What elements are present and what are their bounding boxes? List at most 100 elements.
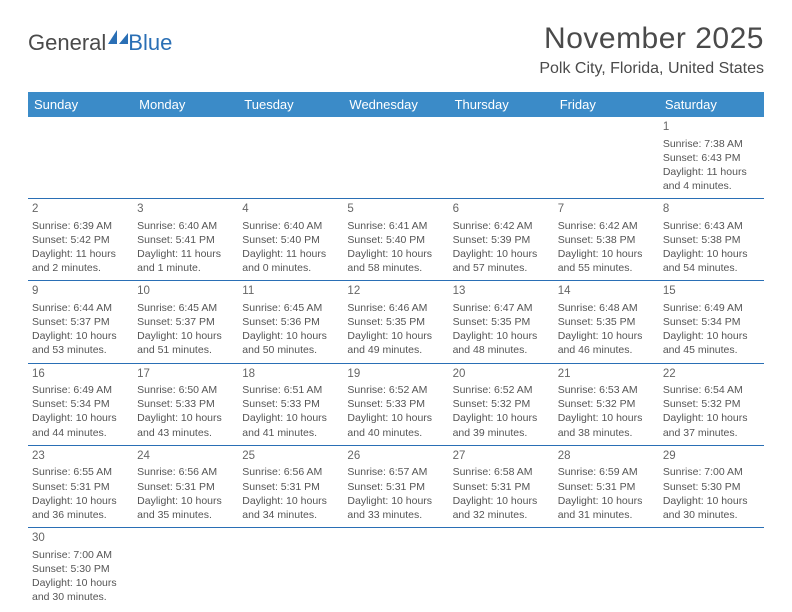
empty-cell — [554, 528, 659, 610]
day-number: 25 — [242, 449, 339, 465]
day-number: 30 — [32, 531, 129, 547]
day2-text: and 34 minutes. — [242, 508, 339, 522]
sunset-text: Sunset: 6:43 PM — [663, 151, 760, 165]
sunrise-text: Sunrise: 7:00 AM — [32, 548, 129, 562]
calendar-row: 9Sunrise: 6:44 AMSunset: 5:37 PMDaylight… — [28, 281, 764, 363]
sunrise-text: Sunrise: 6:49 AM — [32, 383, 129, 397]
day-number: 23 — [32, 449, 129, 465]
sunrise-text: Sunrise: 6:55 AM — [32, 465, 129, 479]
day2-text: and 39 minutes. — [453, 426, 550, 440]
day-cell: 22Sunrise: 6:54 AMSunset: 5:32 PMDayligh… — [659, 363, 764, 445]
day-cell: 4Sunrise: 6:40 AMSunset: 5:40 PMDaylight… — [238, 199, 343, 281]
empty-cell — [238, 528, 343, 610]
day-cell: 7Sunrise: 6:42 AMSunset: 5:38 PMDaylight… — [554, 199, 659, 281]
calendar-row: 16Sunrise: 6:49 AMSunset: 5:34 PMDayligh… — [28, 363, 764, 445]
sunrise-text: Sunrise: 6:49 AM — [663, 301, 760, 315]
day2-text: and 44 minutes. — [32, 426, 129, 440]
day-cell: 11Sunrise: 6:45 AMSunset: 5:36 PMDayligh… — [238, 281, 343, 363]
day2-text: and 35 minutes. — [137, 508, 234, 522]
calendar-row: 30Sunrise: 7:00 AMSunset: 5:30 PMDayligh… — [28, 528, 764, 610]
day-cell: 3Sunrise: 6:40 AMSunset: 5:41 PMDaylight… — [133, 199, 238, 281]
day1-text: Daylight: 10 hours — [347, 329, 444, 343]
day1-text: Daylight: 10 hours — [663, 494, 760, 508]
sunset-text: Sunset: 5:33 PM — [137, 397, 234, 411]
day1-text: Daylight: 10 hours — [663, 247, 760, 261]
day-cell: 29Sunrise: 7:00 AMSunset: 5:30 PMDayligh… — [659, 445, 764, 527]
day-cell: 26Sunrise: 6:57 AMSunset: 5:31 PMDayligh… — [343, 445, 448, 527]
day-number: 6 — [453, 202, 550, 218]
day-cell: 24Sunrise: 6:56 AMSunset: 5:31 PMDayligh… — [133, 445, 238, 527]
day-number: 15 — [663, 284, 760, 300]
sunset-text: Sunset: 5:31 PM — [32, 480, 129, 494]
day1-text: Daylight: 10 hours — [347, 494, 444, 508]
sunset-text: Sunset: 5:31 PM — [453, 480, 550, 494]
day-number: 8 — [663, 202, 760, 218]
day-number: 9 — [32, 284, 129, 300]
sunrise-text: Sunrise: 6:53 AM — [558, 383, 655, 397]
sunrise-text: Sunrise: 7:00 AM — [663, 465, 760, 479]
day1-text: Daylight: 10 hours — [663, 329, 760, 343]
day1-text: Daylight: 10 hours — [137, 494, 234, 508]
empty-cell — [659, 528, 764, 610]
day2-text: and 2 minutes. — [32, 261, 129, 275]
day1-text: Daylight: 11 hours — [663, 165, 760, 179]
day2-text: and 32 minutes. — [453, 508, 550, 522]
empty-cell — [343, 117, 448, 199]
logo-text-b: Blue — [128, 30, 172, 56]
day-cell: 13Sunrise: 6:47 AMSunset: 5:35 PMDayligh… — [449, 281, 554, 363]
sunrise-text: Sunrise: 6:51 AM — [242, 383, 339, 397]
day1-text: Daylight: 11 hours — [242, 247, 339, 261]
sunrise-text: Sunrise: 6:56 AM — [242, 465, 339, 479]
day-cell: 20Sunrise: 6:52 AMSunset: 5:32 PMDayligh… — [449, 363, 554, 445]
logo-text-a: General — [28, 30, 106, 56]
location-subtitle: Polk City, Florida, United States — [539, 60, 764, 78]
sunset-text: Sunset: 5:33 PM — [242, 397, 339, 411]
day1-text: Daylight: 10 hours — [347, 411, 444, 425]
day2-text: and 55 minutes. — [558, 261, 655, 275]
day2-text: and 48 minutes. — [453, 343, 550, 357]
day-cell: 9Sunrise: 6:44 AMSunset: 5:37 PMDaylight… — [28, 281, 133, 363]
day-number: 4 — [242, 202, 339, 218]
day1-text: Daylight: 10 hours — [558, 329, 655, 343]
day-number: 24 — [137, 449, 234, 465]
day-number: 7 — [558, 202, 655, 218]
day-cell: 27Sunrise: 6:58 AMSunset: 5:31 PMDayligh… — [449, 445, 554, 527]
sunset-text: Sunset: 5:34 PM — [663, 315, 760, 329]
day2-text: and 4 minutes. — [663, 179, 760, 193]
sunrise-text: Sunrise: 6:52 AM — [453, 383, 550, 397]
weekday-header: Friday — [554, 92, 659, 117]
day1-text: Daylight: 10 hours — [453, 494, 550, 508]
day-number: 10 — [137, 284, 234, 300]
day-cell: 25Sunrise: 6:56 AMSunset: 5:31 PMDayligh… — [238, 445, 343, 527]
sunset-text: Sunset: 5:35 PM — [453, 315, 550, 329]
day-cell: 5Sunrise: 6:41 AMSunset: 5:40 PMDaylight… — [343, 199, 448, 281]
day-cell: 1Sunrise: 7:38 AMSunset: 6:43 PMDaylight… — [659, 117, 764, 199]
day-cell: 17Sunrise: 6:50 AMSunset: 5:33 PMDayligh… — [133, 363, 238, 445]
sunset-text: Sunset: 5:34 PM — [32, 397, 129, 411]
day1-text: Daylight: 10 hours — [347, 247, 444, 261]
weekday-header-row: Sunday Monday Tuesday Wednesday Thursday… — [28, 92, 764, 117]
day-number: 29 — [663, 449, 760, 465]
day-number: 11 — [242, 284, 339, 300]
empty-cell — [238, 117, 343, 199]
sunrise-text: Sunrise: 6:59 AM — [558, 465, 655, 479]
sunrise-text: Sunrise: 6:56 AM — [137, 465, 234, 479]
day-number: 27 — [453, 449, 550, 465]
day-cell: 8Sunrise: 6:43 AMSunset: 5:38 PMDaylight… — [659, 199, 764, 281]
sunset-text: Sunset: 5:33 PM — [347, 397, 444, 411]
day-number: 5 — [347, 202, 444, 218]
day-number: 28 — [558, 449, 655, 465]
day1-text: Daylight: 10 hours — [663, 411, 760, 425]
day1-text: Daylight: 11 hours — [137, 247, 234, 261]
day-number: 14 — [558, 284, 655, 300]
sunset-text: Sunset: 5:39 PM — [453, 233, 550, 247]
day-cell: 6Sunrise: 6:42 AMSunset: 5:39 PMDaylight… — [449, 199, 554, 281]
empty-cell — [554, 117, 659, 199]
weekday-header: Wednesday — [343, 92, 448, 117]
day1-text: Daylight: 10 hours — [242, 329, 339, 343]
day2-text: and 49 minutes. — [347, 343, 444, 357]
day-cell: 23Sunrise: 6:55 AMSunset: 5:31 PMDayligh… — [28, 445, 133, 527]
day-number: 18 — [242, 367, 339, 383]
day1-text: Daylight: 10 hours — [558, 411, 655, 425]
day-cell: 10Sunrise: 6:45 AMSunset: 5:37 PMDayligh… — [133, 281, 238, 363]
